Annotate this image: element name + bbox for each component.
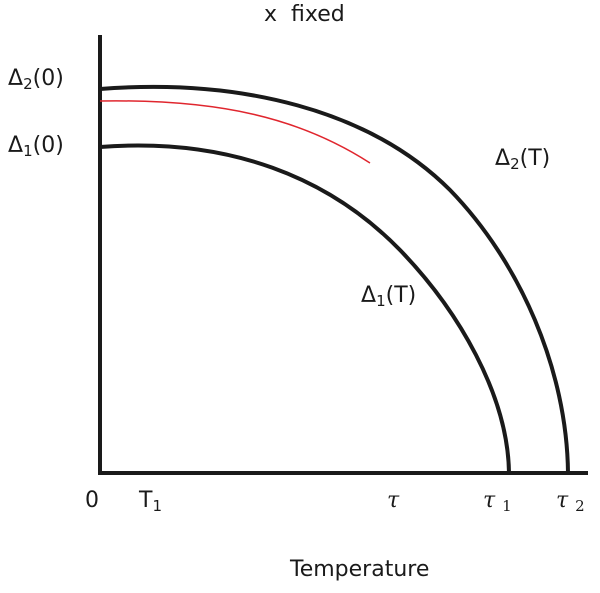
tau-symbol: τ (556, 488, 569, 513)
origin-label: 0 (85, 488, 99, 513)
delta1-T-label: Δ1(T) (361, 283, 417, 310)
subscript: 1 (152, 497, 162, 515)
delta-symbol: Δ (495, 146, 511, 171)
subscript: 2 (575, 497, 585, 515)
T-symbol: T (139, 488, 153, 513)
delta1-zero-label: Δ1(0) (8, 133, 64, 160)
delta-symbol: Δ (8, 66, 24, 91)
diagram-title: x fixed (264, 2, 345, 27)
red-intermediate-curve (99, 100, 371, 164)
delta-symbol: Δ (361, 283, 377, 308)
label-rest: (T) (519, 146, 551, 171)
label-rest: (0) (32, 66, 64, 91)
tau1-tick-label: τ 1 (483, 488, 512, 515)
tau-symbol: τ (387, 488, 400, 513)
tau2-tick-label: τ 2 (556, 488, 585, 515)
delta2-curve (99, 84, 570, 474)
subscript: 1 (376, 292, 386, 310)
subscript: 1 (23, 142, 33, 160)
tau-symbol: τ (483, 488, 496, 513)
subscript: 1 (502, 497, 512, 515)
subscript: 2 (510, 155, 520, 173)
label-rest: (0) (32, 133, 64, 158)
x-axis-label: Temperature (290, 557, 430, 582)
tau-tick-label: τ (387, 490, 399, 512)
subscript: 2 (23, 75, 33, 93)
T1-tick-label: T1 (139, 488, 162, 515)
label-rest: (T) (385, 283, 417, 308)
delta2-zero-label: Δ2(0) (8, 66, 64, 93)
delta2-T-label: Δ2(T) (495, 146, 551, 173)
delta-symbol: Δ (8, 133, 24, 158)
delta1-curve (99, 143, 511, 474)
